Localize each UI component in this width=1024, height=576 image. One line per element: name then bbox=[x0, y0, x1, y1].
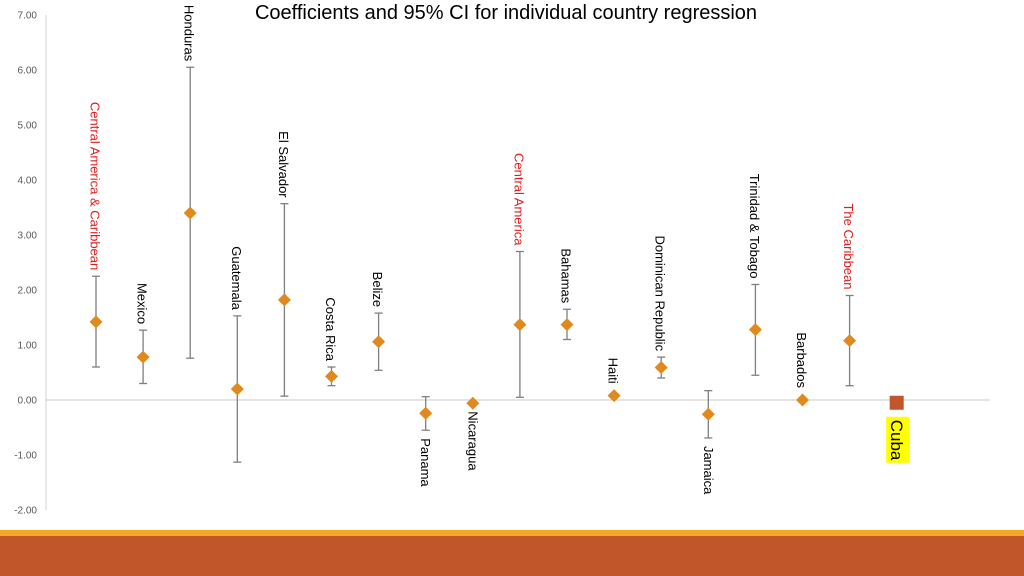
country-label: Central America bbox=[511, 153, 526, 246]
y-tick-label: -2.00 bbox=[14, 506, 37, 517]
y-tick-label: 3.00 bbox=[18, 231, 38, 242]
point-marker bbox=[796, 393, 809, 407]
country-label: Trinidad & Tobago bbox=[747, 174, 762, 279]
country-label: Costa Rica bbox=[323, 297, 338, 361]
point-marker bbox=[654, 361, 668, 375]
country-label: Panama bbox=[418, 438, 433, 487]
point-marker bbox=[466, 396, 480, 410]
point-marker bbox=[230, 382, 244, 396]
point-markers bbox=[89, 206, 904, 421]
y-tick-label: 5.00 bbox=[18, 121, 38, 132]
y-tick-labels: 7.00 6.00 5.00 4.00 3.00 2.00 1.00 0.00 -1.00 -2.… bbox=[14, 11, 37, 517]
y-tick-label: 4.00 bbox=[18, 176, 38, 187]
y-tick-label: 0.00 bbox=[18, 396, 38, 407]
point-marker bbox=[560, 318, 574, 332]
country-label: Jamaica bbox=[701, 446, 716, 495]
point-marker bbox=[325, 369, 338, 383]
y-tick-label: 2.00 bbox=[18, 286, 38, 297]
point-marker bbox=[277, 293, 291, 307]
country-labels: Central America & Caribbean Mexico Hondura… bbox=[87, 5, 910, 495]
point-marker bbox=[607, 389, 621, 403]
point-marker bbox=[419, 406, 433, 420]
cuba-highlight bbox=[886, 416, 910, 463]
country-label: Honduras bbox=[182, 5, 197, 62]
y-tick-label: -1.00 bbox=[14, 451, 37, 462]
point-marker bbox=[89, 315, 103, 329]
point-marker bbox=[748, 323, 762, 337]
point-marker bbox=[843, 334, 857, 348]
point-marker-square bbox=[889, 395, 904, 410]
country-label: Dominican Republic bbox=[653, 235, 668, 351]
country-label: Belize bbox=[370, 272, 385, 307]
country-label: Nicaragua bbox=[465, 411, 480, 471]
point-marker bbox=[372, 335, 386, 349]
point-marker bbox=[513, 318, 527, 332]
country-label: El Salvador bbox=[276, 131, 291, 198]
country-label: Barbados bbox=[794, 332, 809, 388]
point-marker bbox=[183, 206, 197, 220]
y-tick-label: 6.00 bbox=[18, 66, 38, 77]
country-label: The Caribbean bbox=[841, 204, 856, 290]
y-tick-label: 7.00 bbox=[18, 11, 38, 22]
country-label: Guatemala bbox=[229, 246, 244, 310]
footer-accent-line bbox=[0, 530, 1024, 536]
y-tick-label: 1.00 bbox=[18, 341, 38, 352]
country-label: Haiti bbox=[606, 358, 621, 384]
chart-title: Coefficients and 95% CI for individual c… bbox=[255, 2, 757, 24]
footer-band bbox=[0, 536, 1024, 576]
point-marker bbox=[701, 407, 715, 421]
point-marker bbox=[136, 350, 150, 364]
country-label: Cuba bbox=[887, 420, 906, 461]
country-label: Mexico bbox=[135, 283, 150, 324]
country-label: Central America & Caribbean bbox=[87, 102, 102, 270]
country-label: Bahamas bbox=[558, 248, 573, 303]
